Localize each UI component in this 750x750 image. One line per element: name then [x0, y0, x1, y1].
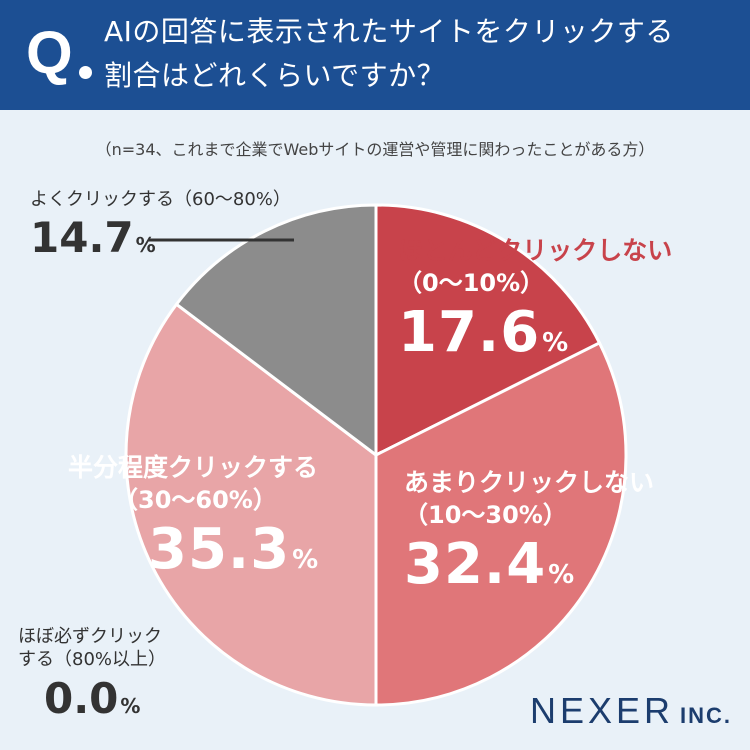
- slice-name-always-2: する（80%以上）: [18, 649, 167, 671]
- question-line-1: AIの回答に表示されたサイトをクリックする: [104, 15, 674, 48]
- slice-label-always: ほぼ必ずクリック する（80%以上） 0.0%: [18, 625, 166, 720]
- slice-pct-always: 0.0%: [44, 673, 141, 723]
- slice-name-rarely: ほとんどクリックしない: [398, 236, 673, 265]
- pie-slice-often: [175, 203, 378, 457]
- slice-name-always-1: ほぼ必ずクリック: [18, 626, 162, 647]
- slice-label-seldom: あまりクリックしない （10〜30%） 32.4%: [404, 470, 654, 593]
- slice-pct-often: 14.7%: [30, 213, 156, 263]
- slice-pct-seldom: 32.4%: [404, 532, 576, 597]
- question-header: Q AIの回答に表示されたサイトをクリックする 割合はどれくらいですか？: [0, 0, 750, 110]
- question-line-2: 割合はどれくらいですか？: [104, 59, 446, 92]
- slice-label-rarely: ほとんどクリックしない （0〜10%） 17.6%: [398, 238, 672, 361]
- slice-range-half: （30〜60%）: [114, 486, 277, 514]
- slice-pct-half: 35.3%: [148, 517, 320, 582]
- slice-label-half: 半分程度クリックする （30〜60%） 35.3%: [68, 455, 319, 578]
- pie-slice-half: [124, 302, 378, 707]
- nexer-logo: NEXER INC.: [530, 690, 732, 732]
- q-dot-decoration: [79, 66, 92, 79]
- logo-main: NEXER: [530, 690, 675, 731]
- sample-note: （n=34、これまで企業でWebサイトの運営や管理に関わったことがある方）: [95, 140, 655, 159]
- slice-name-seldom: あまりクリックしない: [404, 468, 655, 497]
- pie-slice-rarely: [374, 203, 601, 457]
- q-mark: Q: [26, 19, 73, 86]
- slice-range-rarely: （0〜10%）: [398, 269, 545, 297]
- slice-range-seldom: （10〜30%）: [404, 501, 567, 529]
- slice-name-half: 半分程度クリックする: [68, 453, 319, 482]
- slice-label-often: よくクリックする（60〜80%） 14.7%: [30, 188, 291, 259]
- logo-sub: INC.: [680, 703, 733, 728]
- slice-name-often: よくクリックする（60〜80%）: [30, 189, 291, 210]
- pie-slice-seldom: [374, 341, 628, 707]
- slice-pct-rarely: 17.6%: [398, 300, 570, 365]
